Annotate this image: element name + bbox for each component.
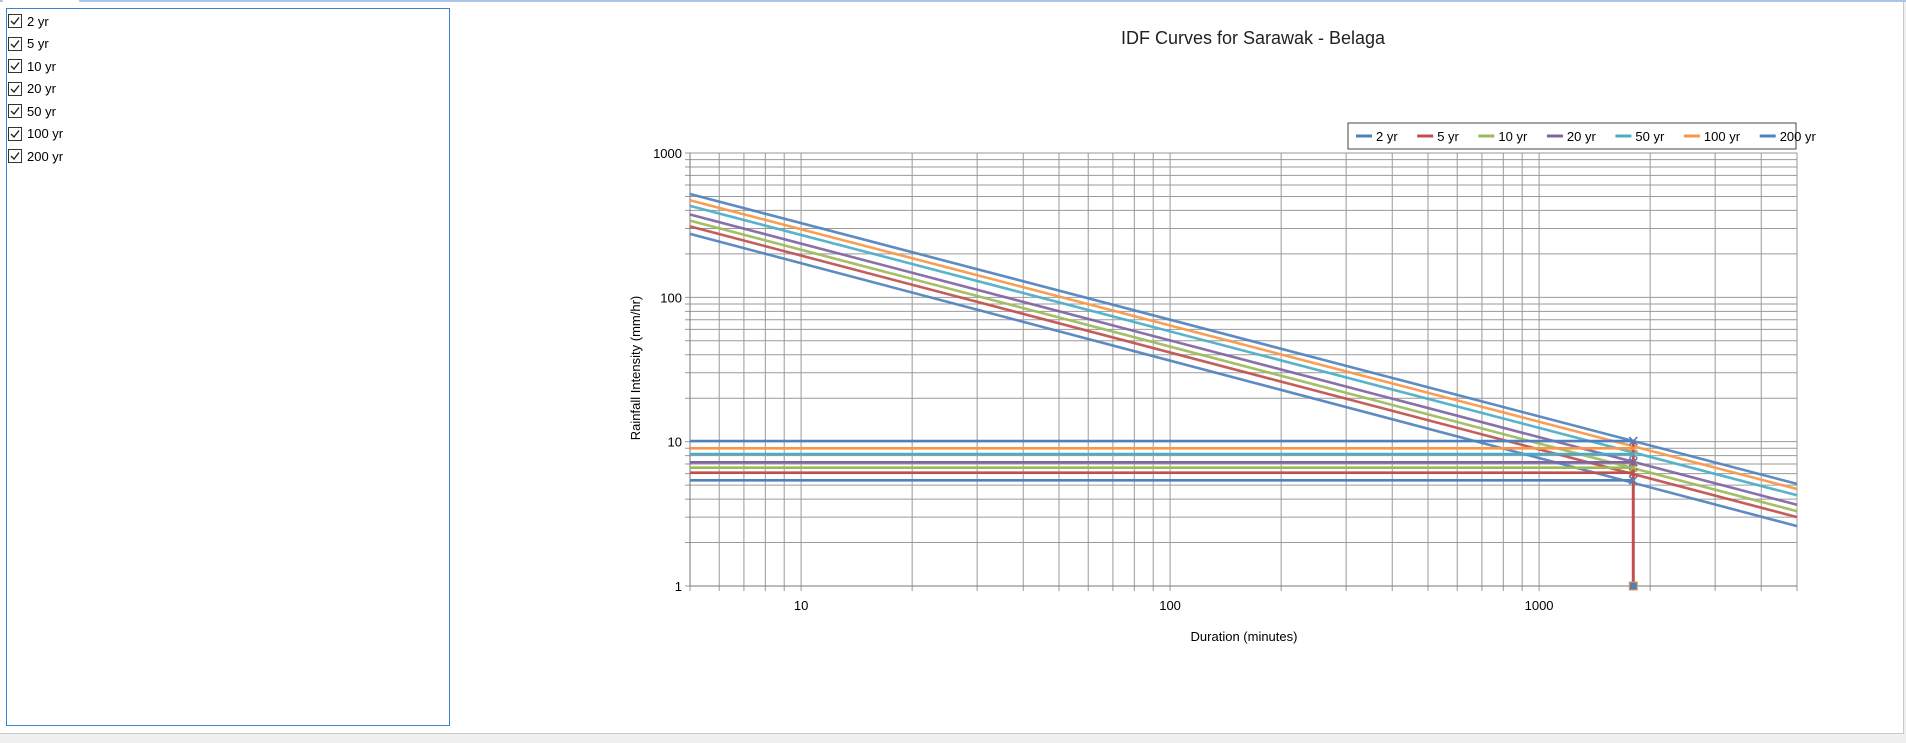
checkbox[interactable] xyxy=(8,104,22,118)
checkbox[interactable] xyxy=(8,149,22,163)
y-tick-label: 100 xyxy=(660,290,682,305)
x-axis-label: Duration (minutes) xyxy=(1191,629,1298,644)
series-checkbox-item[interactable]: 10 yr xyxy=(8,55,56,77)
legend-entry-label: 10 yr xyxy=(1498,129,1528,144)
checkmark-icon xyxy=(10,39,20,48)
x-tick-label: 1000 xyxy=(1525,598,1554,613)
series-checkbox-item[interactable]: 2 yr xyxy=(8,10,49,32)
active-tab[interactable] xyxy=(2,0,80,3)
checkbox-label: 50 yr xyxy=(27,103,56,119)
checkmark-icon xyxy=(10,152,20,161)
y-tick-label: 1000 xyxy=(653,146,682,161)
checkbox[interactable] xyxy=(8,81,22,96)
checkbox-label: 2 yr xyxy=(27,13,49,29)
chart-grid xyxy=(685,152,1798,591)
legend-entry-label: 2 yr xyxy=(1376,129,1398,144)
checkbox-label: 20 yr xyxy=(27,81,56,96)
checkmark-icon xyxy=(10,107,20,116)
series-checkbox-item[interactable]: 200 yr xyxy=(8,145,63,167)
series-checkbox-item[interactable]: 50 yr xyxy=(8,100,56,122)
x-tick-label: 10 xyxy=(794,598,808,613)
checkbox[interactable] xyxy=(8,126,22,141)
checkmark-icon xyxy=(10,84,20,93)
legend-entry-label: 50 yr xyxy=(1635,129,1665,144)
legend-entry-label: 100 yr xyxy=(1704,129,1741,144)
checkbox-label: 100 yr xyxy=(27,126,64,141)
checkbox-label: 200 yr xyxy=(27,148,64,164)
top-border xyxy=(0,0,1906,2)
checkbox-label: 5 yr xyxy=(27,36,49,51)
checkbox-label: 10 yr xyxy=(27,58,56,74)
series-checkbox-item[interactable]: 5 yr xyxy=(8,33,49,55)
checkbox[interactable] xyxy=(8,36,22,51)
series-selection-list: 2 yr 5 yr 10 yr 20 yr 50 yr 100 yr 200 yr xyxy=(6,8,450,726)
chart-legend: 2 yr 5 yr 10 yr 20 yr 50 yr 100 yr 200 yr xyxy=(1347,122,1817,150)
checkbox[interactable] xyxy=(8,59,22,73)
series-checkbox-item[interactable]: 100 yr xyxy=(8,123,63,145)
x-tick-label: 100 xyxy=(1159,598,1181,613)
intensity-point-marker xyxy=(1628,443,1638,453)
axis-ticks: 10 100 1000 1 10 100 1000 xyxy=(653,146,1553,613)
legend-entry-label: 200 yr xyxy=(1780,129,1817,144)
series-line xyxy=(689,232,1798,528)
duration-point-marker xyxy=(1628,581,1638,591)
series-line xyxy=(689,192,1798,486)
reference-lines xyxy=(690,436,1638,591)
series-checkbox-item[interactable]: 20 yr xyxy=(8,78,56,100)
series-lines xyxy=(689,192,1798,528)
y-axis-label: Rainfall Intensity (mm/hr) xyxy=(628,296,643,440)
chart-title: IDF Curves for Sarawak - Belaga xyxy=(1121,28,1386,48)
checkmark-icon xyxy=(10,62,20,71)
y-tick-label: 1 xyxy=(675,579,682,594)
legend-entry-label: 20 yr xyxy=(1567,129,1597,144)
series-line xyxy=(689,213,1798,507)
checkmark-icon xyxy=(10,17,20,26)
intensity-point-marker xyxy=(1628,475,1638,485)
checkbox[interactable] xyxy=(8,14,22,28)
y-tick-label: 10 xyxy=(668,435,682,450)
checkmark-icon xyxy=(10,129,20,138)
intensity-point-marker xyxy=(1628,457,1638,467)
legend-entry-label: 5 yr xyxy=(1437,129,1459,144)
intensity-point-marker xyxy=(1628,436,1638,446)
